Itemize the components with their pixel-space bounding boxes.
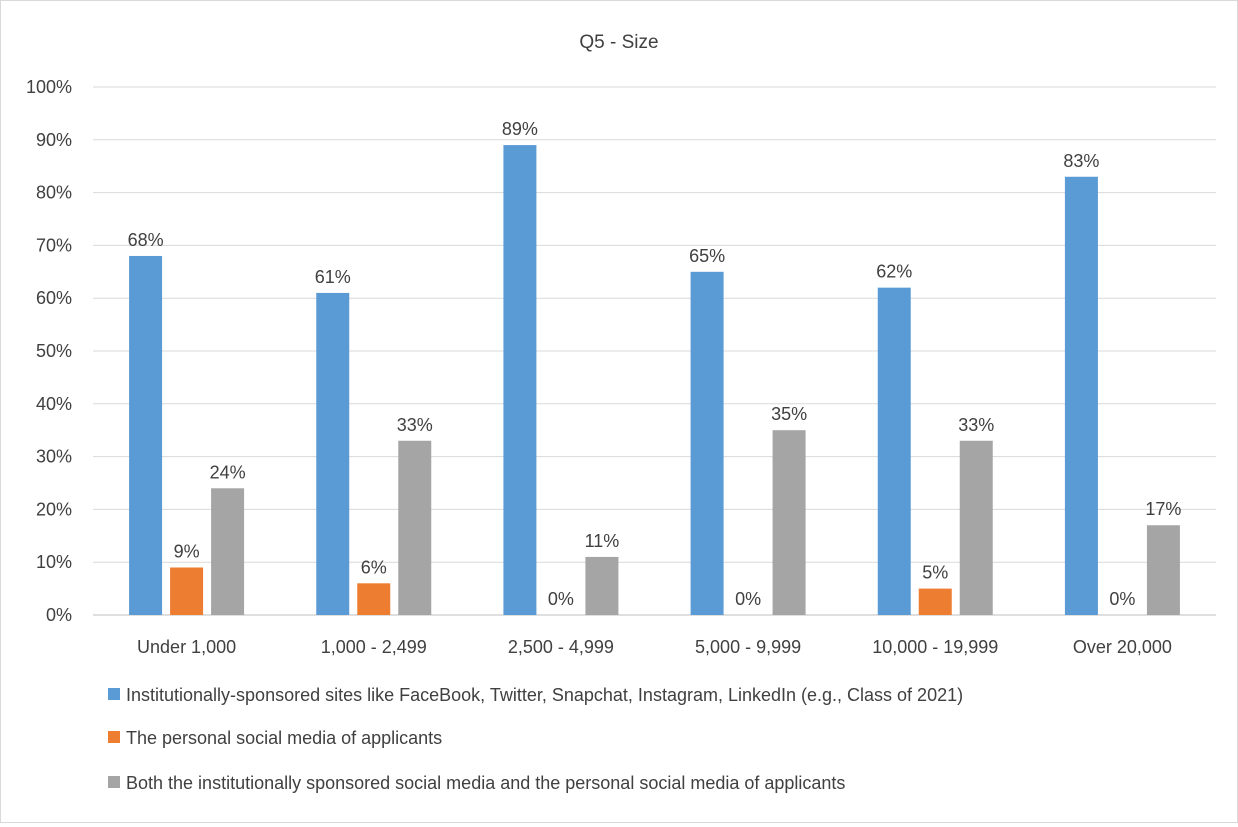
data-label: 62% (876, 262, 912, 282)
bar (398, 440, 432, 615)
data-label: 35% (771, 404, 807, 424)
y-tick-label: 30% (36, 447, 72, 467)
y-tick-label: 0% (46, 605, 72, 625)
legend-swatch (108, 776, 120, 788)
data-label: 83% (1063, 151, 1099, 171)
data-label: 11% (585, 531, 620, 551)
y-tick-label: 70% (36, 235, 72, 255)
data-label: 33% (958, 415, 994, 435)
data-label: 5% (922, 563, 948, 583)
bar (690, 271, 724, 615)
legend-label: Institutionally-sponsored sites like Fac… (126, 685, 963, 705)
legend-swatch (108, 731, 120, 743)
x-tick-label: 1,000 - 2,499 (321, 637, 427, 657)
y-tick-label: 40% (36, 394, 72, 414)
data-labels: 68% 9% 24% 61% 6% 33% 89% 0% 11% 65% 0% 35% 62% 5% 33%… (128, 119, 1182, 609)
y-axis: 0% 10% 20% 30% 40% 50% 60% 70% 80% 90% 100% (26, 77, 72, 625)
gridlines (93, 86, 1216, 616)
data-label: 0% (548, 589, 574, 609)
y-tick-label: 80% (36, 183, 72, 203)
y-tick-label: 100% (26, 77, 72, 97)
x-tick-label: 10,000 - 19,999 (872, 637, 998, 657)
bars (129, 145, 1180, 615)
x-tick-label: Over 20,000 (1073, 637, 1172, 657)
legend-swatch (108, 688, 120, 700)
legend-label: The personal social media of applicants (126, 728, 442, 748)
data-label: 89% (502, 119, 538, 139)
bar (772, 430, 806, 615)
x-tick-label: 5,000 - 9,999 (695, 637, 801, 657)
x-axis: Under 1,000 1,000 - 2,499 2,500 - 4,999 5,0… (137, 637, 1172, 657)
bar (877, 287, 911, 615)
bar (1146, 525, 1180, 615)
x-tick-label: 2,500 - 4,999 (508, 637, 614, 657)
y-tick-label: 90% (36, 130, 72, 150)
y-tick-label: 20% (36, 499, 72, 519)
bar (503, 145, 537, 615)
bar (959, 440, 993, 615)
bar (357, 583, 391, 615)
chart-title: Q5 - Size (579, 32, 658, 53)
legend: Institutionally-sponsored sites like Fac… (108, 685, 963, 793)
y-tick-label: 10% (36, 552, 72, 572)
data-label: 6% (361, 557, 387, 577)
y-tick-label: 60% (36, 288, 72, 308)
bar (316, 292, 350, 615)
bar (170, 567, 204, 615)
data-label: 33% (397, 415, 433, 435)
bar (129, 255, 163, 615)
bar (1064, 176, 1098, 615)
data-label: 9% (174, 541, 200, 561)
data-label: 61% (315, 267, 351, 287)
bar (211, 488, 245, 615)
data-label: 68% (128, 230, 164, 250)
x-tick-label: Under 1,000 (137, 637, 236, 657)
legend-label: Both the institutionally sponsored socia… (126, 773, 845, 793)
data-label: 17% (1145, 499, 1181, 519)
bar (918, 588, 952, 615)
data-label: 65% (689, 246, 725, 266)
bar (585, 556, 619, 615)
y-tick-label: 50% (36, 341, 72, 361)
data-label: 0% (1109, 589, 1135, 609)
data-label: 24% (210, 462, 246, 482)
data-label: 0% (735, 589, 761, 609)
